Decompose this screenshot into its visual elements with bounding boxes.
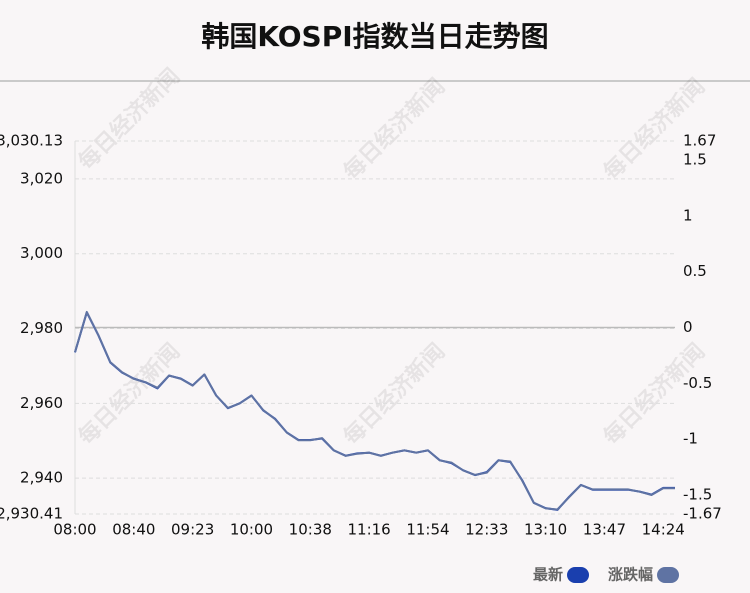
y2-tick-label: 1.5 — [683, 150, 707, 168]
x-tick-label: 13:10 — [524, 521, 567, 539]
x-tick-label: 08:00 — [53, 521, 96, 539]
y-tick-label: 2,940 — [20, 469, 63, 487]
y-tick-label: 2,960 — [20, 394, 63, 412]
series-line — [74, 310, 675, 511]
legend-swatch — [657, 567, 680, 583]
x-tick-label: 10:00 — [230, 521, 273, 539]
legend-label: 最新 — [533, 566, 563, 584]
x-tick-label: 13:47 — [583, 521, 626, 539]
y2-tick-label: 1.67 — [683, 132, 716, 150]
x-tick-label: 09:23 — [171, 521, 214, 539]
y-tick-label: 2,980 — [20, 319, 63, 337]
y-tick-label: 3,030.13 — [0, 132, 63, 150]
y2-tick-label: -1 — [683, 430, 698, 448]
y2-tick-label: -0.5 — [683, 374, 712, 392]
x-tick-label: 10:38 — [289, 521, 332, 539]
x-tick-label: 11:16 — [348, 521, 391, 539]
y2-tick-label: 0 — [683, 318, 693, 336]
x-tick-label: 14:24 — [642, 521, 685, 539]
y-tick-label: 3,000 — [20, 244, 63, 262]
chart-title: 韩国KOSPI指数当日走势图 — [201, 20, 548, 53]
y-tick-label: 3,020 — [20, 169, 63, 187]
y2-tick-label: -1.5 — [683, 486, 712, 504]
y2-tick-label: 0.5 — [683, 262, 707, 280]
x-tick-label: 08:40 — [112, 521, 155, 539]
x-tick-label: 11:54 — [406, 521, 449, 539]
y2-tick-label: 1 — [683, 206, 693, 224]
x-tick-label: 12:33 — [465, 521, 508, 539]
legend-label: 涨跌幅 — [608, 566, 653, 584]
y2-tick-label: -1.67 — [683, 505, 722, 523]
legend-swatch — [567, 567, 590, 583]
y-tick-label: 2,930.41 — [0, 505, 63, 523]
